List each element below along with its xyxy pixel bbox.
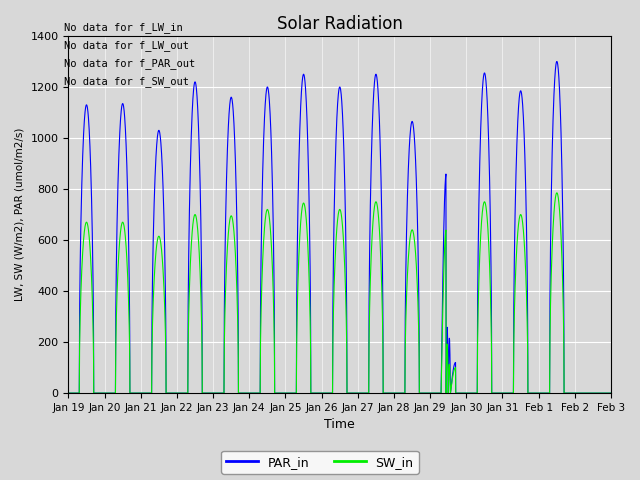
PAR_in — [159, 169, 166, 175]
SW_in — [296, 230, 304, 236]
PAR_in — [65, 390, 72, 396]
PAR_in — [273, 390, 280, 396]
PAR_in — [296, 122, 304, 128]
SW_in — [127, 390, 134, 396]
PAR_in — [538, 390, 546, 396]
Text: No data for f_PAR_out: No data for f_PAR_out — [64, 58, 195, 69]
PAR_in — [607, 390, 615, 396]
SW_in — [65, 390, 72, 396]
SW_in — [596, 390, 604, 396]
Y-axis label: LW, SW (W/m2), PAR (umol/m2/s): LW, SW (W/m2), PAR (umol/m2/s) — [15, 128, 25, 301]
Text: No data for f_SW_out: No data for f_SW_out — [64, 76, 189, 87]
SW_in — [273, 390, 280, 396]
SW_in — [538, 390, 546, 396]
X-axis label: Time: Time — [324, 419, 355, 432]
PAR_in — [553, 59, 561, 64]
SW_in — [553, 190, 561, 196]
Title: Solar Radiation: Solar Radiation — [276, 15, 403, 33]
Line: PAR_in: PAR_in — [68, 61, 611, 393]
Line: SW_in: SW_in — [68, 193, 611, 393]
Text: No data for f_LW_in: No data for f_LW_in — [64, 22, 183, 33]
Legend: PAR_in, SW_in: PAR_in, SW_in — [221, 451, 419, 474]
PAR_in — [127, 390, 134, 396]
SW_in — [607, 390, 615, 396]
Text: No data for f_LW_out: No data for f_LW_out — [64, 40, 189, 51]
PAR_in — [596, 390, 604, 396]
SW_in — [159, 258, 166, 264]
